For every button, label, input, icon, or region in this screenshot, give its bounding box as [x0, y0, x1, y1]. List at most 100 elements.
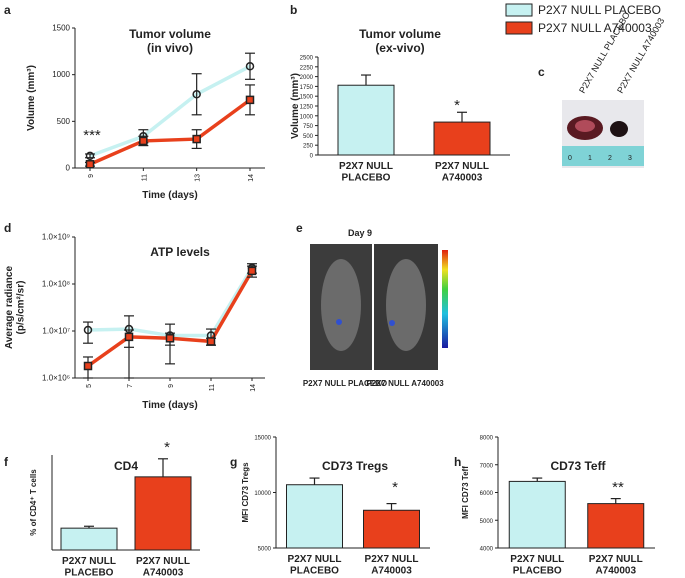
- point: [165, 334, 175, 343]
- bar: [134, 476, 192, 551]
- y-axis-label: Average radiance(p/s/cm²/sr): [4, 266, 27, 349]
- colorbar: [442, 250, 448, 348]
- y-tick-label: 8000: [480, 436, 494, 442]
- x-tick-label: 9: [168, 384, 175, 388]
- error-bar: [457, 111, 467, 123]
- panel-letter: c: [538, 65, 545, 79]
- y-axis-label: Volume (mm³): [26, 65, 37, 131]
- x-tick-label: P2X7 NULL A740003: [365, 554, 419, 577]
- point: [139, 136, 148, 146]
- bar: [587, 503, 645, 549]
- panel-letter: g: [230, 455, 237, 469]
- legend-swatch: [505, 21, 533, 35]
- chart-title: ATP levels: [150, 245, 210, 259]
- photo-title: Day 9: [348, 228, 372, 238]
- point: [85, 151, 95, 161]
- x-tick-label: 5: [86, 384, 93, 388]
- y-tick-label: 5000: [258, 547, 272, 553]
- x-tick-label: 11: [141, 174, 148, 181]
- point: [245, 62, 255, 71]
- series-line: [89, 64, 251, 158]
- error-bar: [532, 477, 543, 482]
- x-tick-label: 7: [127, 384, 134, 388]
- ruler-label: 2: [608, 155, 612, 162]
- point: [192, 134, 201, 144]
- chart-title: CD73 Teff: [550, 459, 606, 473]
- chart-subtitle: (in vivo): [147, 41, 193, 55]
- y-tick-label: 0: [66, 164, 71, 173]
- point: [83, 325, 93, 335]
- ruler-label: 0: [568, 155, 572, 162]
- error-bar: [245, 52, 255, 80]
- y-tick-label: 1500: [300, 95, 314, 101]
- legend-swatch: [505, 3, 533, 17]
- y-tick-label: 7000: [480, 463, 494, 469]
- ruler-label: 1: [588, 155, 592, 162]
- y-tick-label: 1250: [300, 105, 314, 111]
- x-tick-label: 14: [250, 384, 257, 392]
- annotation: ***: [83, 127, 101, 144]
- photo-label: P2X7 NULL A740003: [366, 379, 444, 388]
- point: [206, 337, 216, 346]
- y-tick-label: 0: [310, 154, 314, 160]
- y-tick-label: 2500: [300, 56, 314, 62]
- panel-letter: a: [4, 3, 11, 17]
- y-tick-label: 1750: [300, 85, 314, 91]
- point: [245, 95, 255, 105]
- panel-letter: e: [296, 221, 303, 235]
- y-tick-label: 1000: [300, 114, 314, 120]
- y-axis-label: % of CD4⁺ T cells: [29, 469, 38, 536]
- chart-title: CD4: [114, 459, 138, 473]
- x-tick-label: P2X7 NULL PLACEBO: [62, 556, 116, 578]
- y-tick-label: 250: [303, 144, 314, 150]
- legend-label: P2X7 NULL PLACEBO: [538, 3, 661, 17]
- chart-title: Tumor volume: [129, 27, 211, 41]
- annotation: *: [392, 479, 398, 496]
- y-axis-label: MFI CD73 Teff: [461, 466, 470, 519]
- point: [83, 361, 93, 371]
- bar: [508, 480, 566, 549]
- signal: [336, 319, 342, 325]
- y-tick-label: 5000: [480, 519, 494, 525]
- x-tick-label: P2X7 NULL A740003: [589, 554, 643, 577]
- error-bar: [309, 477, 320, 485]
- y-axis-label: MFI CD73 Tregs: [241, 462, 250, 523]
- mouse: [386, 259, 426, 351]
- bar: [337, 84, 395, 156]
- ruler-label: 3: [628, 155, 632, 162]
- tumor: [575, 120, 595, 132]
- bar: [433, 121, 491, 156]
- x-tick-label: P2X7 NULL PLACEBO: [510, 554, 564, 577]
- annotation: *: [164, 439, 170, 456]
- x-tick-label: 14: [248, 174, 255, 182]
- error-bar: [191, 73, 202, 116]
- x-tick-label: 11: [209, 384, 216, 391]
- bar: [60, 527, 118, 551]
- y-tick-label: 750: [303, 124, 314, 130]
- ruler: [562, 146, 644, 166]
- y-tick-label: 15000: [254, 436, 271, 442]
- x-tick-label: 13: [195, 174, 202, 182]
- signal: [389, 320, 395, 326]
- point: [192, 90, 201, 99]
- y-tick-label: 1500: [52, 24, 70, 33]
- series-line: [89, 98, 252, 166]
- error-bar: [83, 321, 93, 344]
- y-tick-label: 500: [303, 134, 314, 140]
- panel-letter: d: [4, 221, 11, 235]
- y-tick-label: 1.0×10⁹: [42, 233, 70, 242]
- point: [85, 160, 95, 169]
- chart-title: Tumor volume: [359, 27, 441, 41]
- y-axis-label: Volume (mm³): [290, 73, 301, 139]
- legend-label: P2X7 NULL A740003: [538, 21, 652, 35]
- error-bar: [386, 503, 397, 511]
- y-tick-label: 2250: [300, 65, 314, 71]
- bar: [286, 484, 343, 549]
- x-axis-label: Time (days): [142, 400, 197, 411]
- x-tick-label: P2X7 NULL A740003: [136, 556, 190, 578]
- chart-subtitle: (ex-vivo): [375, 41, 424, 55]
- bar: [363, 509, 420, 549]
- panel-letter: f: [4, 455, 9, 469]
- x-tick-label: P2X7 NULL PLACEBO: [288, 554, 342, 577]
